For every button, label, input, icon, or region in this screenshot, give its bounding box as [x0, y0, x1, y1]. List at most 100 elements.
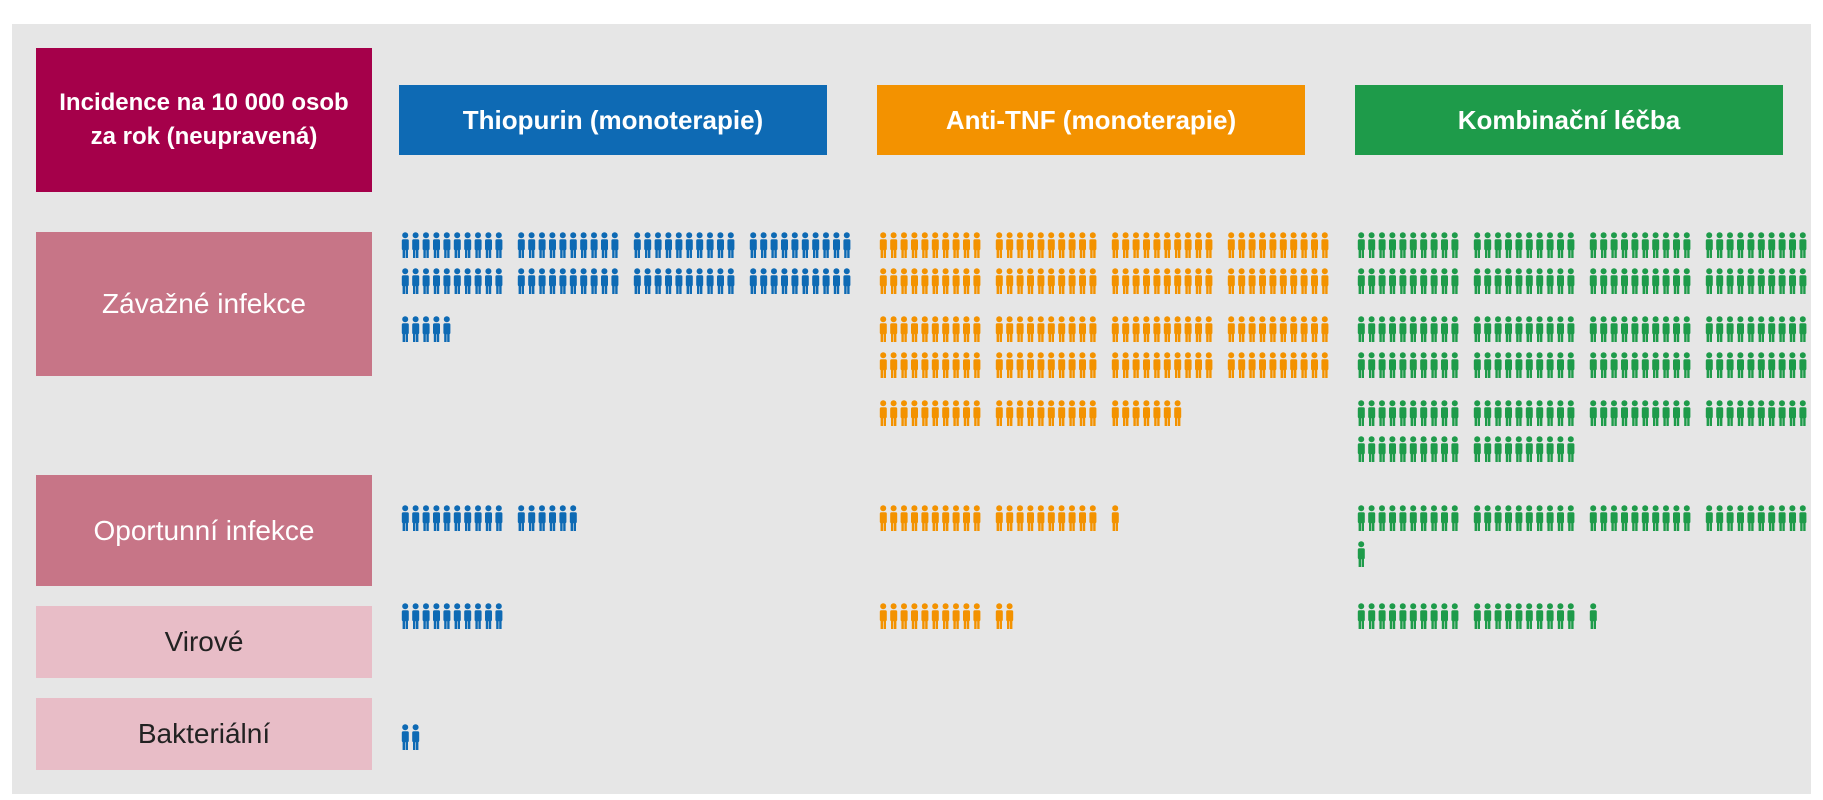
person-figure	[1163, 316, 1171, 342]
person-figure	[1451, 268, 1459, 294]
person-figure	[952, 505, 960, 531]
person-figure	[900, 603, 908, 629]
person-figure	[973, 352, 981, 378]
person-figure	[1195, 352, 1202, 378]
person-figure	[1058, 316, 1066, 342]
person-figure	[1357, 505, 1365, 531]
person-figure	[801, 268, 809, 294]
person-figure	[1747, 232, 1755, 258]
person-figure	[1174, 268, 1182, 294]
person-figure	[1068, 268, 1076, 294]
person-figure	[1205, 316, 1213, 342]
row-label-zavazne-infekce: Závažné infekce	[36, 232, 372, 376]
person-figure	[890, 316, 898, 342]
person-figure	[1016, 400, 1024, 426]
person-figure	[1409, 436, 1417, 462]
person-figure	[1409, 232, 1417, 258]
person-figure	[1525, 352, 1533, 378]
person-figure	[401, 505, 409, 531]
person-figure	[1368, 232, 1376, 258]
person-figure	[1195, 232, 1202, 258]
person-figure	[1683, 352, 1691, 378]
person-figure	[633, 232, 641, 258]
person-figure	[538, 505, 546, 531]
person-figure	[1430, 352, 1438, 378]
person-figure	[1621, 400, 1628, 426]
person-figure	[1737, 268, 1744, 294]
person-figure	[569, 505, 577, 531]
person-figure	[1163, 232, 1171, 258]
person-figure	[1399, 232, 1407, 258]
person-figure	[1778, 268, 1786, 294]
person-figure	[1789, 400, 1796, 426]
person-figure	[1726, 268, 1734, 294]
person-figure	[1683, 400, 1691, 426]
person-figure	[770, 232, 778, 258]
person-figure	[973, 505, 981, 531]
person-figure	[1515, 436, 1523, 462]
person-figure	[485, 232, 492, 258]
person-figure	[1525, 316, 1533, 342]
person-figure	[1378, 436, 1386, 462]
person-figure	[1027, 352, 1034, 378]
person-figure	[611, 232, 619, 258]
person-figure	[1567, 505, 1575, 531]
person-figure	[1409, 603, 1417, 629]
person-figure	[1494, 352, 1502, 378]
person-figure	[1441, 603, 1448, 629]
row-label-text: Oportunní infekce	[93, 514, 315, 546]
person-figure	[1368, 316, 1376, 342]
person-figure	[1368, 603, 1376, 629]
person-figure	[843, 232, 851, 258]
person-figure	[1132, 400, 1140, 426]
person-figure	[1747, 400, 1755, 426]
person-figure	[1378, 268, 1386, 294]
person-figure	[749, 268, 757, 294]
person-figure	[559, 232, 567, 258]
person-figure	[963, 268, 970, 294]
person-figure	[1778, 352, 1786, 378]
person-figure	[1357, 603, 1365, 629]
person-figure	[1546, 436, 1554, 462]
person-figure	[963, 505, 970, 531]
person-figure	[1409, 352, 1417, 378]
person-figure	[453, 268, 461, 294]
person-figure	[1389, 232, 1396, 258]
person-figure	[1153, 352, 1161, 378]
person-figure	[1399, 505, 1407, 531]
person-figure	[781, 268, 788, 294]
person-figure	[1484, 436, 1492, 462]
person-figure	[1006, 352, 1014, 378]
person-figure	[1205, 232, 1213, 258]
person-figure	[401, 603, 409, 629]
person-figure	[1567, 436, 1575, 462]
person-figure	[1058, 505, 1066, 531]
person-figure	[1799, 232, 1807, 258]
person-figure	[1368, 352, 1376, 378]
person-figure	[528, 268, 536, 294]
person-figure	[1484, 400, 1492, 426]
person-figure	[1546, 268, 1554, 294]
person-figure	[1631, 232, 1639, 258]
person-figure	[1662, 232, 1670, 258]
person-figure	[1006, 505, 1014, 531]
person-figure	[781, 232, 788, 258]
person-figure	[1768, 352, 1776, 378]
person-figure	[995, 316, 1003, 342]
person-figure	[1716, 505, 1724, 531]
person-figure	[931, 603, 939, 629]
person-figure	[1737, 316, 1744, 342]
row-label-text: Bakteriální	[137, 718, 271, 749]
person-figure	[1399, 603, 1407, 629]
person-figure	[1132, 232, 1140, 258]
person-figure	[1652, 400, 1660, 426]
person-figure	[1515, 268, 1523, 294]
person-figure	[942, 505, 950, 531]
person-figure	[1279, 268, 1287, 294]
person-figure	[1238, 268, 1246, 294]
person-figure	[1409, 505, 1417, 531]
person-figure	[1122, 400, 1130, 426]
person-figure	[1515, 603, 1523, 629]
person-figure	[931, 352, 939, 378]
person-figure	[1473, 352, 1481, 378]
